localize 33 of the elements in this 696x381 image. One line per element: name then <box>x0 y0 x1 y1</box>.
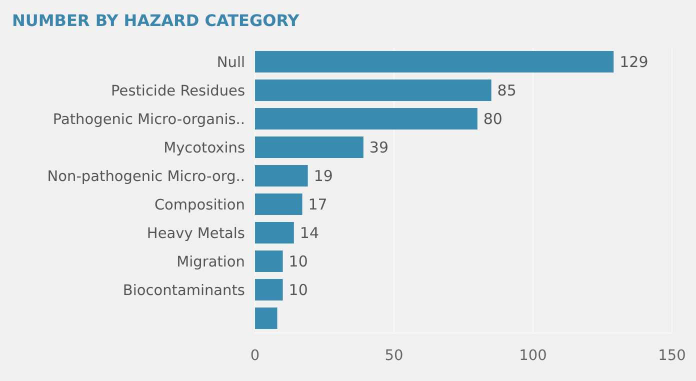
y-tick-label: Null <box>216 54 245 71</box>
chart-title: NUMBER BY HAZARD CATEGORY <box>12 11 300 30</box>
x-tick-label: 50 <box>384 348 404 364</box>
x-tick-label: 100 <box>519 348 547 364</box>
bar <box>255 108 478 130</box>
data-label: 10 <box>288 281 308 299</box>
data-label: 85 <box>497 82 516 100</box>
x-tick-label: 150 <box>658 348 686 364</box>
data-label: 10 <box>288 252 308 270</box>
y-tick-label: Non-pathogenic Micro-org.. <box>47 168 245 185</box>
bar <box>255 250 283 272</box>
y-tick-label: Pesticide Residues <box>111 83 245 100</box>
bar <box>255 136 364 158</box>
bar <box>255 51 614 72</box>
y-tick-label: Mycotoxins <box>164 140 245 156</box>
y-tick-label: Migration <box>176 254 245 270</box>
y-tick-label: Biocontaminants <box>122 282 245 299</box>
data-label: 129 <box>620 53 648 71</box>
bar <box>255 80 492 101</box>
x-tick-label: 0 <box>250 348 260 364</box>
data-label: 39 <box>369 138 389 156</box>
y-tick-label: Composition <box>154 197 245 214</box>
data-label: 19 <box>314 167 333 185</box>
bar <box>255 165 308 186</box>
data-label: 17 <box>308 196 328 214</box>
bar <box>255 279 283 300</box>
bar <box>255 222 294 244</box>
bar <box>255 308 278 329</box>
data-label: 80 <box>483 110 502 128</box>
y-tick-label: Pathogenic Micro-organis.. <box>52 112 245 128</box>
bar <box>255 194 302 215</box>
y-tick-label: Heavy Metals <box>146 226 245 242</box>
data-label: 14 <box>300 224 320 242</box>
